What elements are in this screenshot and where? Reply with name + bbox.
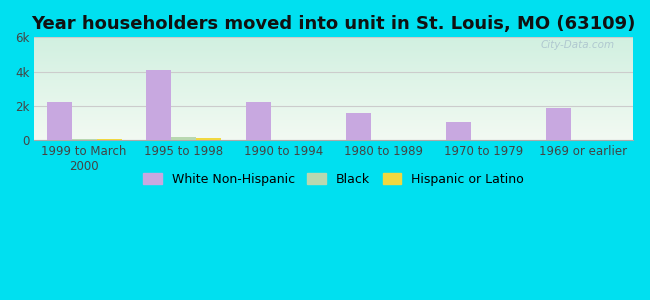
Bar [72, 139, 97, 140]
Bar [545, 108, 571, 140]
Bar [246, 103, 271, 140]
Bar [97, 139, 122, 140]
Bar [446, 122, 471, 140]
Legend: White Non-Hispanic, Black, Hispanic or Latino: White Non-Hispanic, Black, Hispanic or L… [138, 167, 529, 190]
Bar [146, 70, 172, 140]
Bar [196, 138, 221, 140]
Text: City-Data.com: City-Data.com [541, 40, 615, 50]
Bar [346, 113, 371, 140]
Bar [47, 103, 72, 140]
Bar [172, 137, 196, 140]
Title: Year householders moved into unit in St. Louis, MO (63109): Year householders moved into unit in St.… [31, 15, 636, 33]
